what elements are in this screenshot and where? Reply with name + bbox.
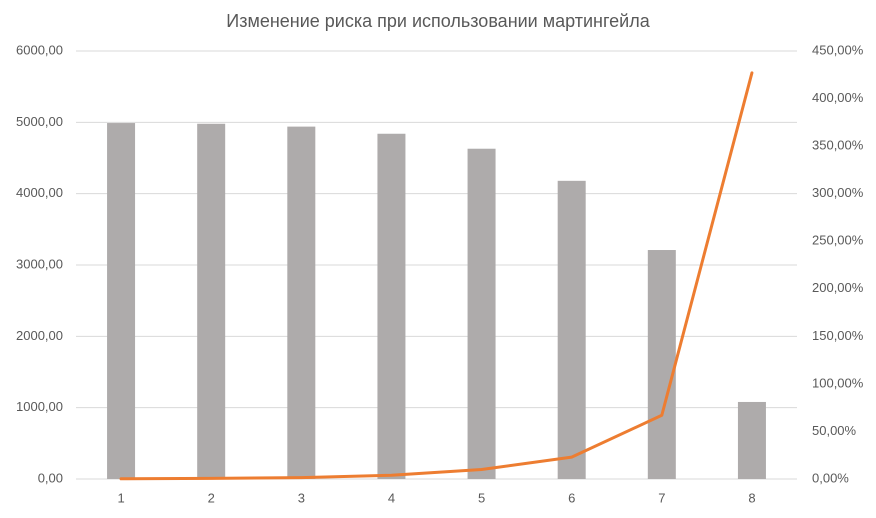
y2-tick-label: 50,00%: [812, 423, 857, 438]
x-tick-label: 1: [117, 490, 124, 505]
x-tick-label: 6: [568, 490, 575, 505]
y-tick-label: 5000,00: [16, 114, 63, 129]
bar: [107, 123, 136, 480]
bar: [197, 123, 226, 479]
bar: [287, 126, 316, 479]
y-tick-label: 1000,00: [16, 399, 63, 414]
y2-tick-label: 0,00%: [812, 470, 849, 485]
chart-title: Изменение риска при использовании мартин…: [226, 11, 650, 31]
y2-tick-label: 300,00%: [812, 185, 864, 200]
bar: [467, 148, 496, 479]
y-tick-label: 0,00: [38, 470, 63, 485]
bar: [647, 250, 676, 479]
bar: [557, 180, 586, 479]
y-tick-label: 4000,00: [16, 185, 63, 200]
x-tick-label: 5: [478, 490, 485, 505]
y-tick-label: 6000,00: [16, 42, 63, 57]
y2-tick-label: 350,00%: [812, 138, 864, 153]
x-tick-label: 7: [658, 490, 665, 505]
bar: [737, 401, 766, 479]
y-tick-label: 3000,00: [16, 256, 63, 271]
y2-tick-label: 150,00%: [812, 328, 864, 343]
y2-tick-label: 400,00%: [812, 90, 864, 105]
x-tick-label: 3: [298, 490, 305, 505]
y2-tick-label: 200,00%: [812, 280, 864, 295]
y-tick-label: 2000,00: [16, 328, 63, 343]
line: [119, 71, 754, 481]
x-tick-label: 8: [748, 490, 755, 505]
y2-tick-label: 450,00%: [812, 42, 864, 57]
x-tick-label: 4: [388, 490, 395, 505]
y2-tick-label: 100,00%: [812, 375, 864, 390]
y2-tick-label: 250,00%: [812, 233, 864, 248]
bar: [377, 133, 406, 479]
x-tick-label: 2: [208, 490, 215, 505]
